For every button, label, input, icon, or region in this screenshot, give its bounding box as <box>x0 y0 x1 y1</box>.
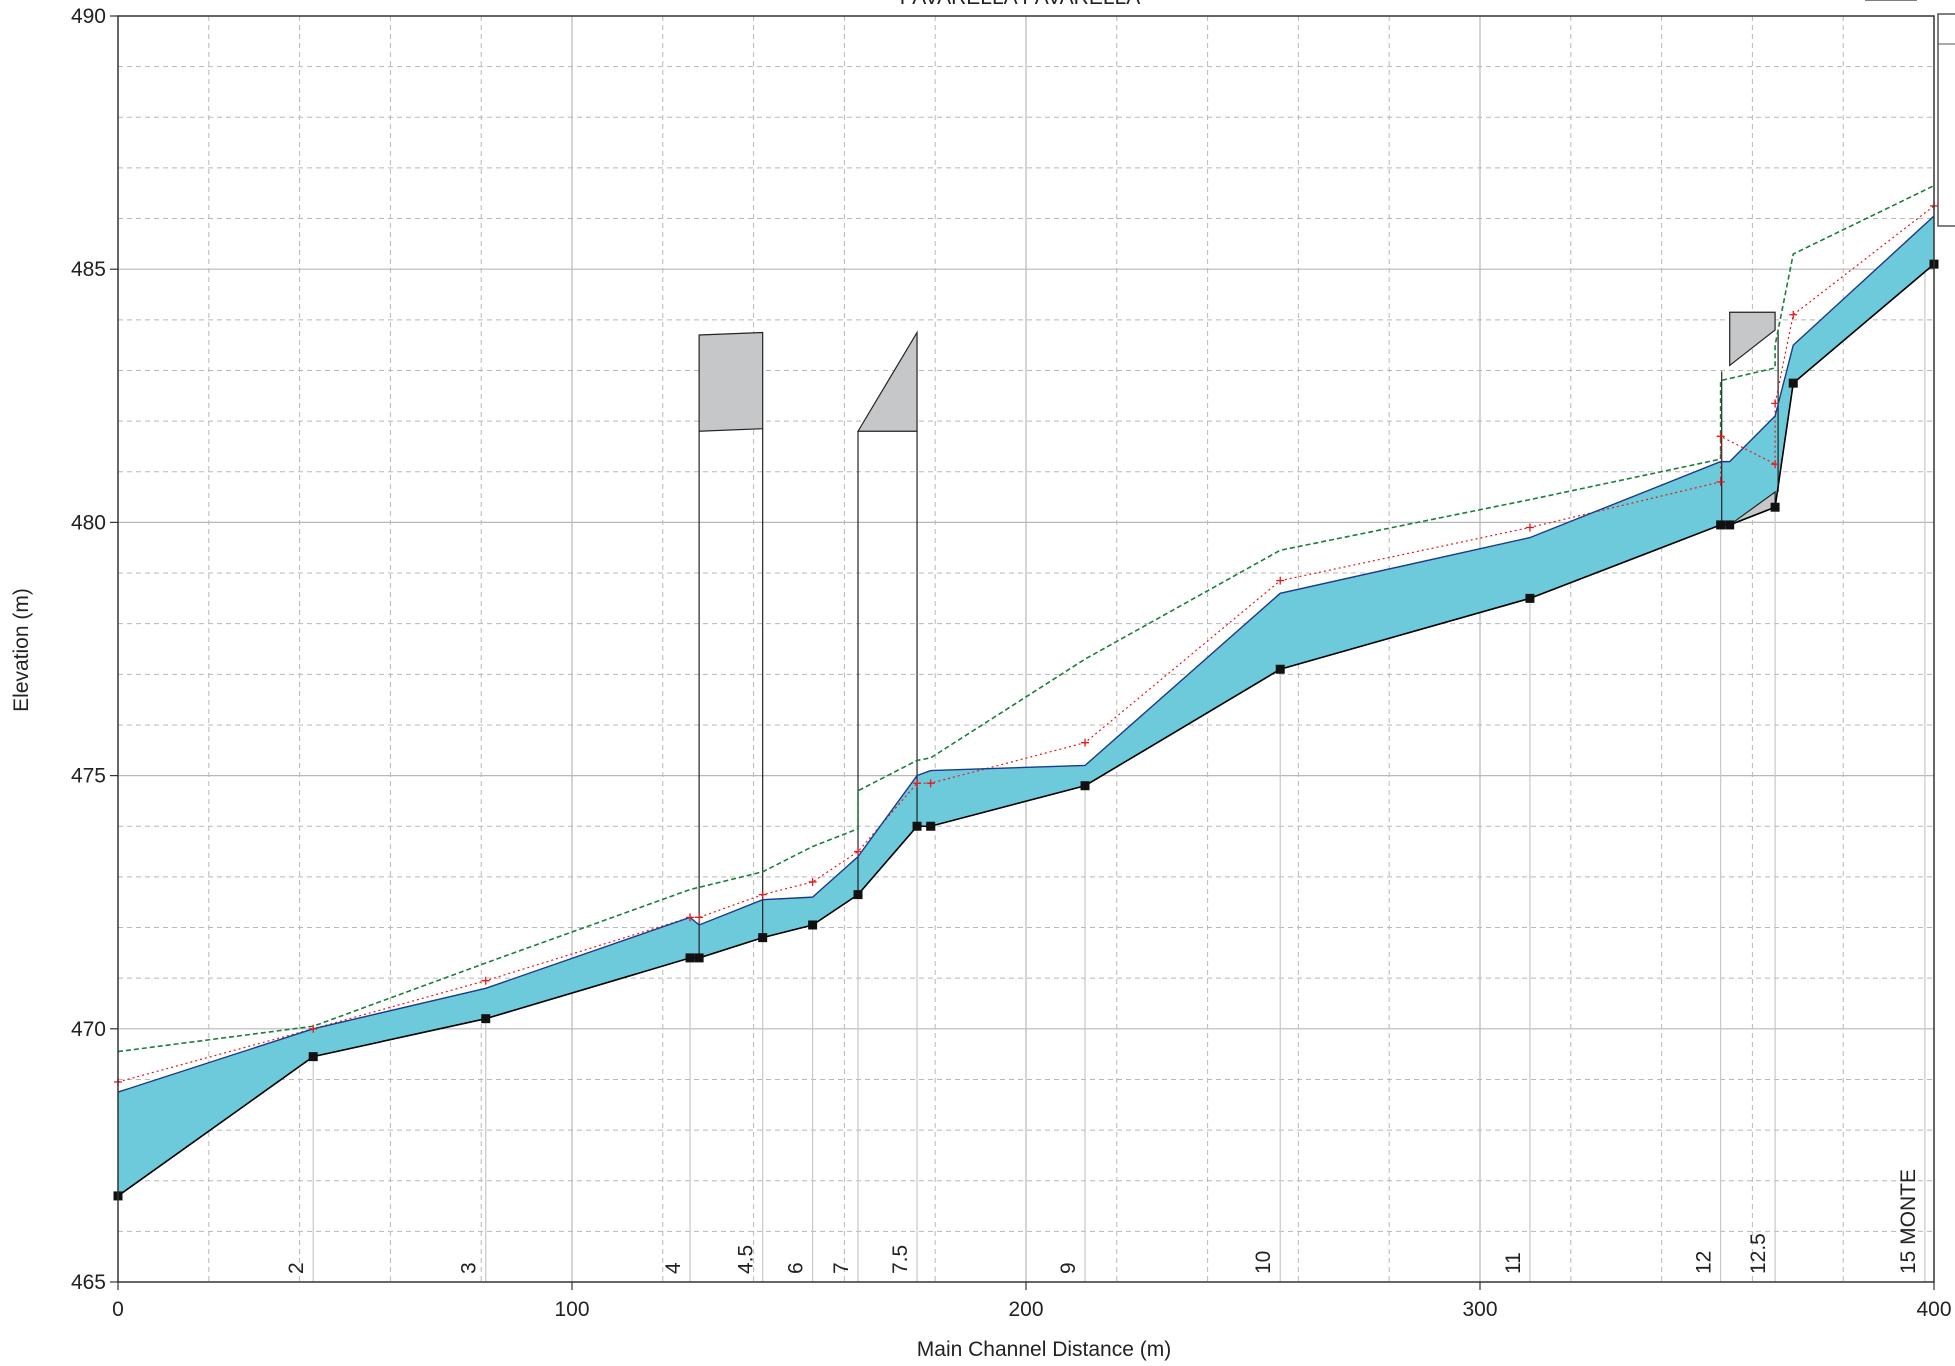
station-label: 10 <box>1252 1251 1275 1274</box>
x-axis-label: Main Channel Distance (m) <box>917 1338 1171 1361</box>
critical-marker <box>1771 460 1780 469</box>
ground-marker <box>1725 520 1735 530</box>
station-label: 3 <box>458 1262 481 1274</box>
x-tick-label: 400 <box>1916 1298 1951 1321</box>
ground-marker <box>685 953 695 963</box>
critical-marker <box>1716 477 1725 486</box>
structures <box>698 311 1779 958</box>
ground-marker <box>1525 593 1535 603</box>
y-tick-label: 490 <box>71 5 106 28</box>
x-tick-label: 100 <box>554 1298 589 1321</box>
grid <box>118 16 1934 1282</box>
structure-deck <box>1729 311 1776 367</box>
station-label: 11 <box>1502 1252 1525 1274</box>
ground-marker <box>308 1052 318 1062</box>
structure-deck <box>856 330 918 432</box>
station-label: 2 <box>285 1262 308 1274</box>
chart-title: PAVARELLA PAVARELLA <box>900 0 1140 9</box>
labels: PAVARELLA PAVARELLA Main Channel Distanc… <box>10 0 1171 1361</box>
ground-marker <box>926 821 936 831</box>
legend-fragment <box>1865 0 1955 227</box>
y-axis-label: Elevation (m) <box>10 588 33 712</box>
ground-marker <box>481 1014 491 1024</box>
station-label: 7 <box>830 1262 853 1274</box>
critical-marker <box>854 847 863 856</box>
critical-marker <box>758 890 767 899</box>
x-tick-label: 300 <box>1462 1298 1497 1321</box>
critical-marker <box>808 877 817 886</box>
ground-marker <box>1788 378 1798 388</box>
ground-marker <box>1275 664 1285 674</box>
axes: 0 100 200 300 400 465 470 475 480 485 490 2 3 4 4.5 6 7 7… <box>71 5 1952 1321</box>
ground-marker <box>1716 520 1726 530</box>
structure-deck <box>698 331 764 432</box>
ground-marker <box>1770 502 1780 512</box>
critical-marker <box>1525 523 1534 532</box>
y-tick-label: 480 <box>71 511 106 534</box>
critical-marker <box>309 1024 318 1033</box>
ground-marker <box>694 953 704 963</box>
critical-marker <box>695 913 704 922</box>
ground-line <box>117 263 1935 1197</box>
y-tick-label: 465 <box>71 1271 106 1294</box>
y-tick-label: 470 <box>71 1018 106 1041</box>
critical-marker <box>926 779 935 788</box>
station-label: 15 MONTE <box>1897 1169 1920 1274</box>
critical-marker <box>1789 310 1798 319</box>
station-label: 12 <box>1693 1251 1716 1274</box>
ground-marker <box>808 920 818 930</box>
station-label: 6 <box>785 1262 808 1274</box>
critical-marker <box>1276 576 1285 585</box>
ground-marker <box>1080 781 1090 791</box>
ground-marker <box>853 890 863 900</box>
critical-marker <box>481 976 490 985</box>
x-tick-label: 0 <box>112 1298 124 1321</box>
station-label: 4.5 <box>735 1245 758 1274</box>
y-tick-label: 475 <box>71 765 106 788</box>
station-label: 4 <box>662 1262 685 1274</box>
critical-marker <box>1771 399 1780 408</box>
y-tick-label: 485 <box>71 258 106 281</box>
ground-marker <box>912 821 922 831</box>
x-tick-label: 200 <box>1008 1298 1043 1321</box>
critical-marker <box>913 779 922 788</box>
critical-marker <box>686 913 695 922</box>
ground-marker <box>758 933 768 943</box>
critical-marker <box>1081 738 1090 747</box>
water-surface-line <box>117 215 1935 1093</box>
station-label: 9 <box>1057 1262 1080 1274</box>
station-lines <box>312 271 1926 1282</box>
critical-marker <box>1716 432 1725 441</box>
station-label: 12.5 <box>1747 1233 1770 1274</box>
station-label: 7.5 <box>889 1245 912 1274</box>
